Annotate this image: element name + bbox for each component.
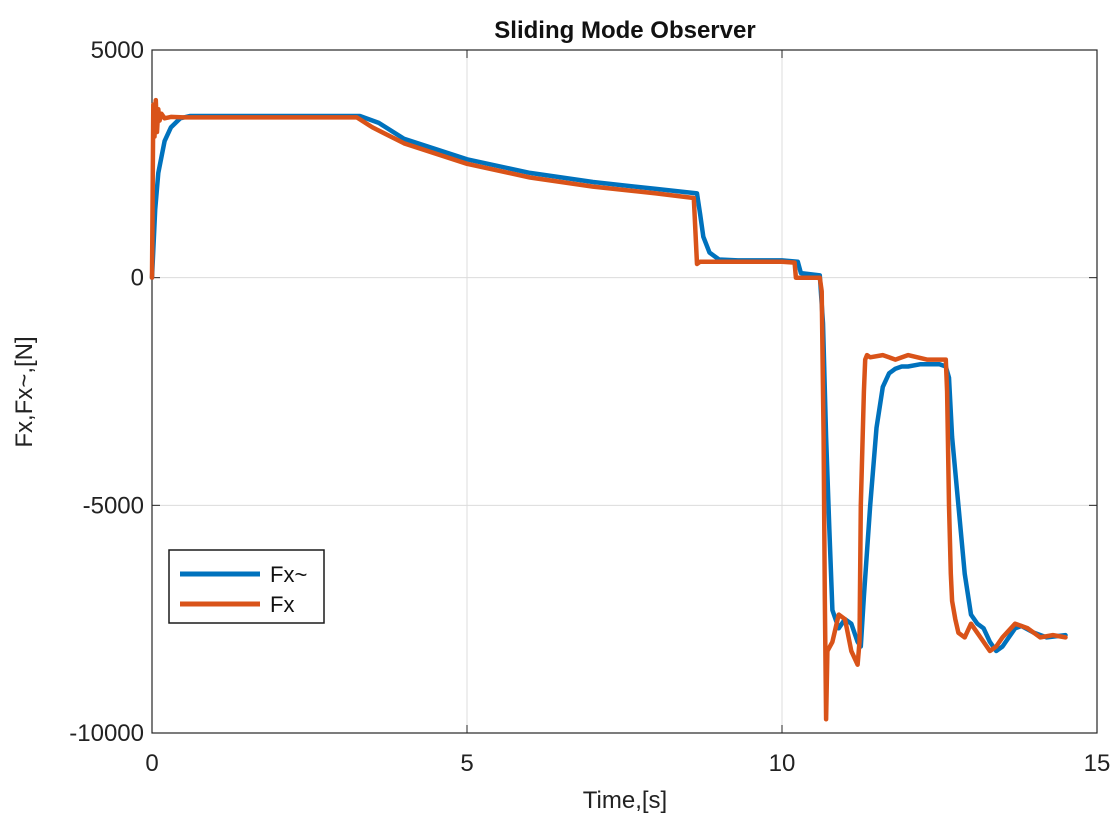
x-tick-label: 15 [1084, 750, 1111, 777]
x-axis-label: Time,[s] [583, 787, 667, 814]
plot-area-frame [151, 49, 1098, 734]
x-tick-label: 0 [145, 750, 158, 777]
y-tick-label: -10000 [69, 720, 144, 747]
legend: Fx~ Fx [168, 549, 325, 624]
legend-label-fx: Fx [270, 592, 294, 617]
x-tick-label: 5 [460, 750, 473, 777]
y-tick-label: 5000 [91, 37, 144, 64]
legend-box [168, 549, 325, 624]
y-tick-label: 0 [131, 265, 144, 292]
y-tick-label: -5000 [83, 492, 144, 519]
x-tick-label: 10 [769, 750, 796, 777]
y-axis-label: Fx,Fx~,[N] [11, 336, 38, 447]
series-line-fx-tilde [149, 113, 1068, 654]
tick-marks [151, 49, 1098, 734]
legend-label-fx-tilde: Fx~ [270, 562, 307, 587]
chart-title: Sliding Mode Observer [494, 17, 755, 44]
series-group [149, 97, 1068, 722]
tick-labels: 0 5 10 15 5000 0 -5000 -10000 [69, 37, 1110, 777]
series-line-fx [149, 97, 1068, 722]
